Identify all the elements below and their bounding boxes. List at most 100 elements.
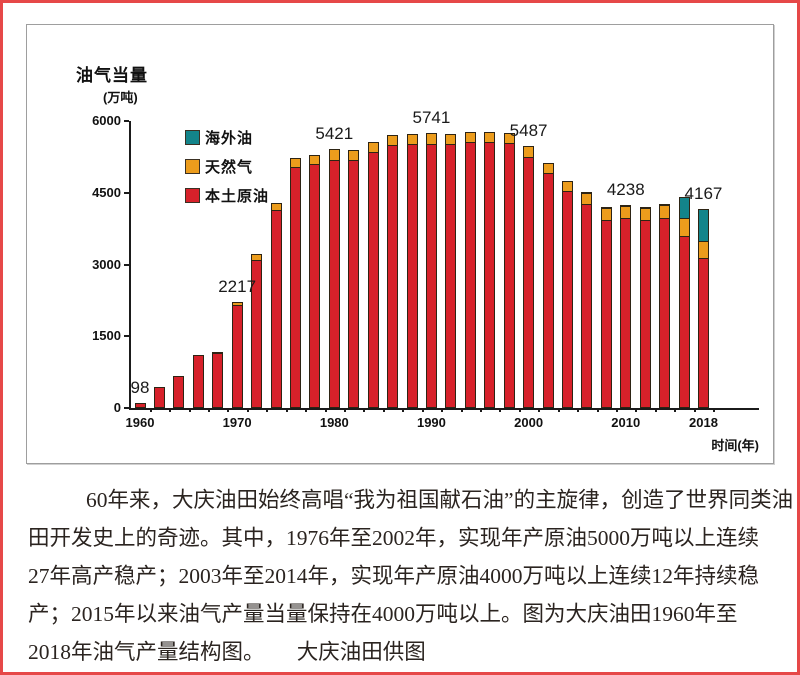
x-axis-label-1960: 1960	[125, 415, 155, 430]
bar-segment-natural-gas	[348, 150, 360, 161]
plot-area: 6000 4500 3000 1500 0 98 2217 5421 5741 5487 4238 4…	[92, 108, 759, 430]
bar-segment-natural-gas	[231, 302, 243, 307]
bar-segment-overseas-oil	[697, 209, 709, 243]
caption-line: 产；2015年以来油气产量当量保持在4000万吨以上。图为大庆油田1960年至	[28, 602, 738, 626]
overseas-oil-swatch-icon	[185, 130, 200, 145]
x-axis-tick	[305, 408, 308, 412]
bar-segment-domestic-crude	[561, 192, 573, 408]
x-axis-tick	[382, 408, 385, 412]
bar-segment-domestic-crude	[425, 144, 437, 408]
bar-segment-natural-gas	[620, 207, 632, 220]
figure-caption: 60年来，大庆油田始终高唱“我为祖国献石油”的主旋律，创造了世界同类油田开发史上…	[28, 481, 794, 671]
legend-label-overseas-oil: 海外油	[205, 130, 254, 147]
bar-segment-natural-gas	[464, 132, 476, 144]
bar-segment-natural-gas	[328, 149, 340, 161]
bar-segment-natural-gas	[251, 254, 263, 262]
bar-segment-domestic-crude	[153, 387, 165, 408]
bar-segment-domestic-crude	[523, 157, 535, 408]
bar-segment-domestic-crude	[134, 403, 146, 408]
bar-segment-natural-gas	[581, 194, 593, 206]
bar-1974	[270, 203, 282, 408]
x-axis-tick	[557, 408, 560, 412]
x-axis-tick	[674, 408, 677, 412]
bar-segment-overseas-oil	[639, 207, 651, 209]
x-axis-tick	[596, 408, 599, 412]
bar-segment-natural-gas	[289, 158, 301, 168]
x-axis-tick	[635, 408, 638, 412]
caption-line: 60年来，大庆油田始终高唱“我为祖国献石油”的主旋律，创造了世界同类油	[86, 488, 794, 512]
bar-1978	[309, 155, 321, 408]
bar-segment-natural-gas	[484, 132, 496, 144]
bar-segment-domestic-crude	[289, 167, 301, 408]
bar-segment-natural-gas	[503, 133, 515, 145]
x-axis-tick	[344, 408, 346, 412]
bar-1964	[173, 376, 185, 408]
x-axis-label-1980: 1980	[319, 415, 349, 430]
x-axis-label-2010: 2010	[611, 415, 641, 430]
bar-2002	[542, 163, 554, 408]
bar-segment-overseas-oil	[659, 204, 671, 207]
legend-label-domestic-crude: 本土原油	[205, 188, 270, 205]
x-axis-tick	[499, 408, 502, 412]
bar-2018	[697, 209, 709, 408]
legend-label-natural-gas: 天然气	[205, 159, 254, 176]
bar-value-label-1990: 5741	[412, 108, 451, 128]
y-axis-label: 0	[113, 400, 121, 415]
bar-segment-domestic-crude	[659, 218, 671, 408]
bar-segment-domestic-crude	[328, 160, 340, 408]
bar-value-label-1980: 5421	[315, 123, 354, 143]
bar-value-label-2010: 4238	[606, 180, 645, 200]
bar-2010	[620, 205, 632, 408]
bar-value-label-1970: 2217	[218, 276, 257, 296]
legend-item-natural-gas: 天然气	[185, 152, 269, 181]
natural-gas-swatch-icon	[185, 159, 200, 174]
y-axis-tick	[124, 191, 129, 194]
bar-segment-domestic-crude	[678, 236, 690, 408]
x-axis-tick	[363, 408, 366, 412]
bar-1982	[348, 150, 360, 408]
bar-1966	[192, 355, 204, 408]
bar-2000	[523, 146, 535, 408]
bar-1960	[134, 403, 146, 408]
bar-segment-natural-gas	[387, 135, 399, 147]
bar-value-label-1960: 98	[130, 378, 150, 398]
bar-2016	[678, 197, 690, 408]
legend-item-overseas-oil: 海外油	[185, 123, 269, 152]
bar-segment-natural-gas	[542, 163, 554, 174]
domestic-crude-swatch-icon	[185, 188, 200, 203]
bar-segment-domestic-crude	[581, 205, 593, 408]
chart-legend: 海外油 天然气 本土原油	[185, 123, 269, 210]
bar-1972	[251, 254, 263, 408]
x-axis-label-2018: 2018	[689, 415, 718, 430]
caption-line: 田开发史上的奇迹。其中，1976年至2002年，实现年产原油5000万吨以上连续	[28, 526, 760, 550]
bar-1990	[425, 133, 437, 408]
bar-segment-domestic-crude	[600, 220, 612, 408]
x-axis-tick	[169, 408, 172, 412]
bar-1998	[503, 133, 515, 408]
x-axis-tick	[480, 408, 483, 412]
x-axis-tick	[266, 408, 269, 412]
x-axis-tick	[324, 408, 327, 412]
bar-1994	[464, 132, 476, 408]
bar-1962	[153, 387, 165, 408]
x-axis-title: 时间(年)	[711, 438, 759, 453]
bar-segment-domestic-crude	[503, 144, 515, 408]
x-axis-tick	[518, 408, 521, 412]
bar-1970	[231, 302, 243, 408]
chart-title: 油气当量	[76, 66, 148, 85]
bar-segment-natural-gas	[406, 134, 418, 146]
bar-segment-natural-gas	[270, 203, 282, 211]
bar-segment-natural-gas	[639, 209, 651, 222]
x-axis-tick	[227, 408, 230, 412]
y-axis-tick	[124, 120, 129, 122]
bar-segment-natural-gas	[212, 352, 224, 355]
bar-segment-overseas-oil	[600, 207, 612, 209]
bar-segment-overseas-oil	[581, 192, 593, 194]
bar-segment-natural-gas	[678, 219, 690, 237]
bar-2012	[639, 207, 651, 408]
bar-1992	[445, 134, 457, 408]
bar-1968	[212, 352, 224, 408]
bar-2006	[581, 192, 593, 408]
y-axis-label: 3000	[92, 256, 121, 272]
x-axis-tick	[713, 408, 716, 412]
